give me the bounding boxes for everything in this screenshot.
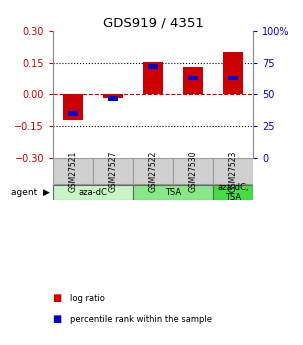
Bar	[53, 158, 93, 184]
Title: GDS919 / 4351: GDS919 / 4351	[103, 17, 203, 30]
Bar	[103, 95, 123, 98]
Bar	[133, 185, 213, 200]
Text: GSM27527: GSM27527	[108, 150, 118, 191]
Text: GSM27522: GSM27522	[148, 150, 158, 191]
Text: agent  ▶: agent ▶	[11, 188, 50, 197]
Text: ■: ■	[53, 314, 65, 324]
Bar	[213, 158, 253, 184]
Bar	[223, 52, 243, 95]
Bar	[213, 185, 253, 200]
Bar	[143, 62, 163, 95]
Text: GSM27530: GSM27530	[188, 150, 198, 192]
Text: aza-dC: aza-dC	[78, 188, 108, 197]
Bar	[188, 76, 198, 80]
Text: aza-dC,
TSA: aza-dC, TSA	[217, 183, 249, 202]
Text: GSM27523: GSM27523	[228, 150, 238, 191]
Text: TSA: TSA	[165, 188, 181, 197]
Bar	[148, 64, 158, 69]
Text: GSM27521: GSM27521	[68, 150, 78, 191]
Bar	[183, 67, 203, 95]
Bar	[93, 158, 133, 184]
Bar	[68, 111, 78, 116]
Text: percentile rank within the sample: percentile rank within the sample	[70, 315, 212, 324]
Bar	[133, 158, 173, 184]
Text: ■: ■	[53, 294, 65, 303]
Bar	[63, 95, 83, 120]
Bar	[228, 76, 238, 80]
Bar	[108, 96, 118, 101]
Text: log ratio: log ratio	[70, 294, 105, 303]
Bar	[53, 185, 133, 200]
Bar	[173, 158, 213, 184]
